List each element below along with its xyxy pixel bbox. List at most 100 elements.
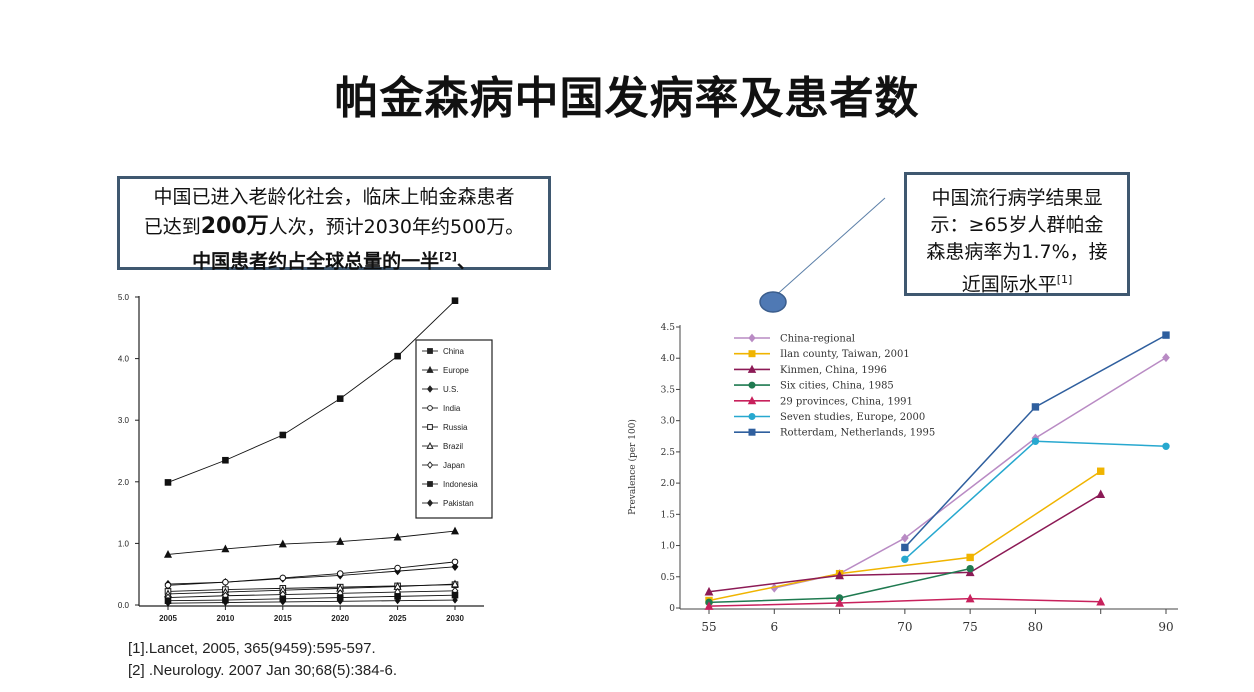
chart1-legend-marker: [427, 348, 433, 354]
chart2-data-point: [1096, 489, 1106, 499]
chart1-y-tick-label: 2.0: [118, 478, 130, 487]
chart1-data-point: [451, 562, 459, 571]
chart1-legend-marker: [426, 461, 434, 469]
chart1-data-point: [450, 526, 460, 535]
chart2-x-tick-label: 80: [1028, 620, 1043, 634]
prevalence-chart: 0 0.5 1.0 1.5 2.0 2.5 3.0 3.5 4.0 4.5 55 6 70 75 80 90 P…: [627, 323, 1178, 634]
callout-right-line1: 中国流行病学结果显: [931, 187, 1103, 209]
chart2-legend-label: Kinmen, China, 1996: [780, 365, 887, 376]
chart1-legend-label: Russia: [443, 423, 468, 432]
chart2-legend-label: Six cities, China, 1985: [780, 381, 894, 392]
chart1-data-point: [222, 578, 229, 586]
chart1-data-point: [278, 539, 287, 548]
chart1-y-tick-label: 1.0: [118, 539, 130, 548]
chart2-legend-marker: [748, 428, 756, 436]
chart2-x-tick-label: 90: [1158, 620, 1173, 634]
chart1-series-line: [167, 594, 456, 602]
chart2-x-tick-label: 70: [897, 620, 912, 634]
callout-bubble-dot: [759, 291, 787, 313]
chart1-data-point: [393, 532, 402, 541]
chart1-series-line: [167, 300, 456, 483]
chart2-y-tick-label: 3.0: [661, 417, 676, 427]
reference-1: [1].Lancet, 2005, 365(9459):595-597.: [128, 640, 376, 657]
chart2-series-line: [774, 356, 1167, 589]
callout-right-line4-text: 近国际水平: [961, 273, 1057, 296]
chart1-legend-marker: [427, 405, 433, 411]
chart1-x-tick-label: 2020: [331, 614, 349, 623]
callout-left-line3-tail: 、: [456, 250, 476, 273]
chart1-data-point: [165, 599, 171, 607]
chart2-legend-label: 29 provinces, China, 1991: [780, 396, 913, 407]
chart2-legend-marker: [748, 381, 756, 389]
chart2-data-point: [1031, 437, 1040, 445]
chart2-series-line: [708, 597, 1101, 607]
chart2-y-tick-label: 1.5: [661, 510, 676, 520]
chart2-y-tick-label: 4.0: [661, 354, 676, 364]
callout-left-line3-text: 中国患者约占全球总量的一半: [192, 250, 440, 273]
chart1-data-point: [221, 544, 230, 553]
callout-left-highlight: 200万: [200, 214, 269, 239]
callout-right-line2: 示：≥65岁人群帕金: [930, 214, 1104, 236]
chart2-data-point: [901, 543, 909, 552]
chart2-data-point: [835, 598, 844, 607]
callout-left-line3: 中国患者约占全球总量的一半[2]、: [120, 242, 548, 276]
chart1-y-tick-label: 0.0: [118, 601, 130, 610]
chart1-legend-label: India: [443, 404, 461, 413]
chart2-legend-marker: [748, 413, 756, 420]
callout-right-line3: 森患病率为1.7%，接: [926, 241, 1108, 263]
chart2-legend-label: Ilan county, Taiwan, 2001: [780, 349, 910, 360]
chart2-data-point: [901, 555, 909, 563]
chart1-series-line: [167, 599, 456, 604]
chart2-series-line: [708, 493, 1102, 593]
callout-right: 中国流行病学结果显 示：≥65岁人群帕金 森患病率为1.7%，接 近国际水平[1…: [904, 172, 1130, 296]
chart2-data-point: [1031, 403, 1040, 411]
chart1-series-line: [167, 530, 456, 555]
chart1-legend-marker: [426, 385, 434, 393]
chart1-series-line: [167, 583, 456, 595]
chart1-legend-marker: [427, 424, 433, 430]
chart1-x-tick-label: 2005: [159, 614, 177, 623]
chart2-data-point: [1097, 467, 1105, 475]
chart1-y-tick-label: 4.0: [118, 355, 130, 364]
chart2-legend-marker: [748, 350, 756, 358]
chart1-data-point: [279, 574, 287, 582]
callout-left-line2-c: 人次，预计2030年约500万。: [268, 216, 525, 238]
global-patients-chart: 0.0 1.0 2.0 3.0 4.0 5.0 2005 2010 2015 2020 2025 20…: [118, 293, 493, 623]
callout-right-line4: 近国际水平[1]: [907, 266, 1127, 298]
chart2-data-point: [1096, 596, 1106, 606]
chart2-data-point: [1162, 353, 1170, 363]
chart2-data-point: [704, 601, 714, 610]
chart1-data-point: [452, 596, 458, 604]
chart1-data-point: [222, 598, 229, 607]
callout-left-line2-a: 已达到: [143, 216, 201, 238]
chart2-series-line: [904, 440, 1167, 560]
chart1-x-tick-label: 2025: [389, 614, 407, 623]
chart1-x-tick-label: 2015: [274, 614, 292, 623]
chart1-data-point: [337, 597, 344, 605]
chart2-data-point: [835, 570, 844, 580]
chart1-legend-label: China: [443, 347, 464, 356]
chart1-data-point: [451, 297, 459, 304]
chart1-data-point: [336, 570, 344, 577]
chart2-data-point: [1162, 442, 1170, 450]
chart1-data-point: [336, 537, 345, 545]
chart2-legend-label: Rotterdam, Netherlands, 1995: [780, 428, 935, 439]
chart2-data-point: [1162, 331, 1170, 339]
callout-left: 中国已进入老龄化社会，临床上帕金森患者 已达到200万人次，预计2030年约50…: [117, 176, 551, 272]
chart2-y-tick-label: 4.5: [661, 323, 676, 333]
chart1-data-point: [394, 564, 401, 572]
chart1-series-line: [167, 561, 456, 586]
chart1-y-tick-label: 3.0: [118, 416, 130, 425]
references: [1].Lancet, 2005, 365(9459):595-597. [2]…: [128, 638, 397, 682]
chart1-legend-label: Brazil: [443, 442, 463, 451]
chart1-series-line: [167, 590, 456, 599]
chart1-legend-label: Pakistan: [443, 499, 474, 508]
chart2-y-tick-label: 3.5: [661, 385, 676, 395]
chart2-x-tick-label: 6: [770, 620, 778, 634]
chart1-data-point: [279, 598, 286, 606]
chart1-legend-marker: [427, 481, 433, 487]
chart2-y-tick-label: 2.0: [661, 479, 676, 489]
chart1-legend-marker: [426, 441, 434, 449]
chart2-legend-label: Seven studies, Europe, 2000: [780, 412, 925, 423]
chart2-series-line: [708, 470, 1102, 602]
